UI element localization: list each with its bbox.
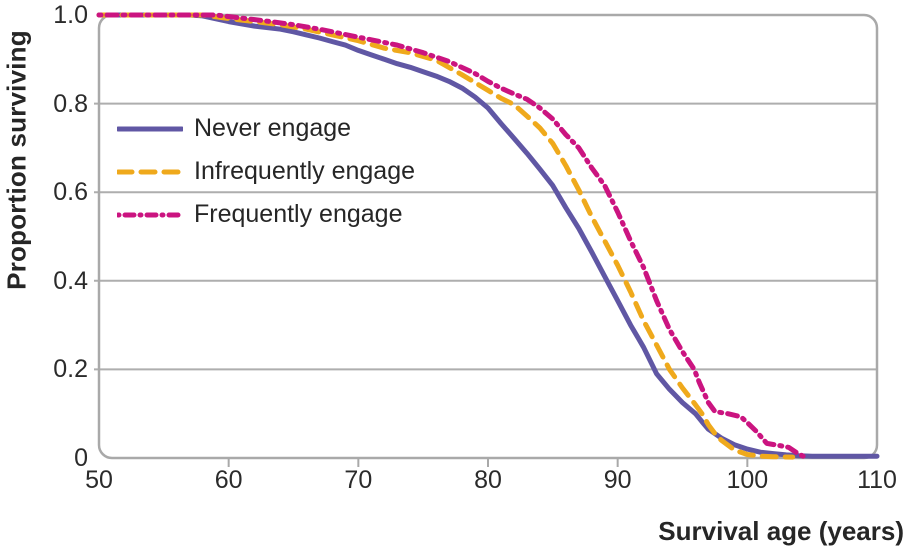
y-tick-label: 0.2	[53, 355, 88, 384]
y-axis-title: Proportion surviving	[1, 30, 32, 290]
x-tick-label: 50	[85, 466, 113, 494]
legend-label: Never engage	[194, 114, 352, 142]
y-tick-label: 0.6	[53, 178, 88, 207]
x-tick-label: 80	[474, 466, 502, 494]
x-tick-label: 70	[344, 466, 373, 494]
legend-item-infrequently-engage: Infrequently engage	[117, 150, 415, 193]
legend-item-frequently-engage: Frequently engage	[117, 193, 415, 236]
solid-line-swatch-icon	[117, 126, 183, 131]
legend-label: Frequently engage	[194, 200, 403, 228]
x-tick-label: 90	[603, 466, 632, 494]
y-tick-label: 0.8	[53, 89, 88, 118]
dashed-line-swatch-icon	[117, 169, 183, 174]
dash-dot-line-swatch-icon	[117, 212, 183, 217]
y-tick-label: 1.0	[53, 1, 88, 29]
legend-label: Infrequently engage	[194, 157, 416, 185]
legend: Never engage Infrequently engage Frequen…	[117, 107, 415, 236]
legend-item-never-engage: Never engage	[117, 107, 415, 150]
x-tick-label: 100	[726, 466, 769, 494]
x-tick-label: 60	[214, 466, 243, 494]
x-tick-label: 110	[857, 466, 897, 494]
y-tick-label: 0.4	[53, 266, 88, 295]
x-axis-title: Survival age (years)	[658, 516, 904, 546]
y-tick-label: 0	[74, 444, 88, 472]
